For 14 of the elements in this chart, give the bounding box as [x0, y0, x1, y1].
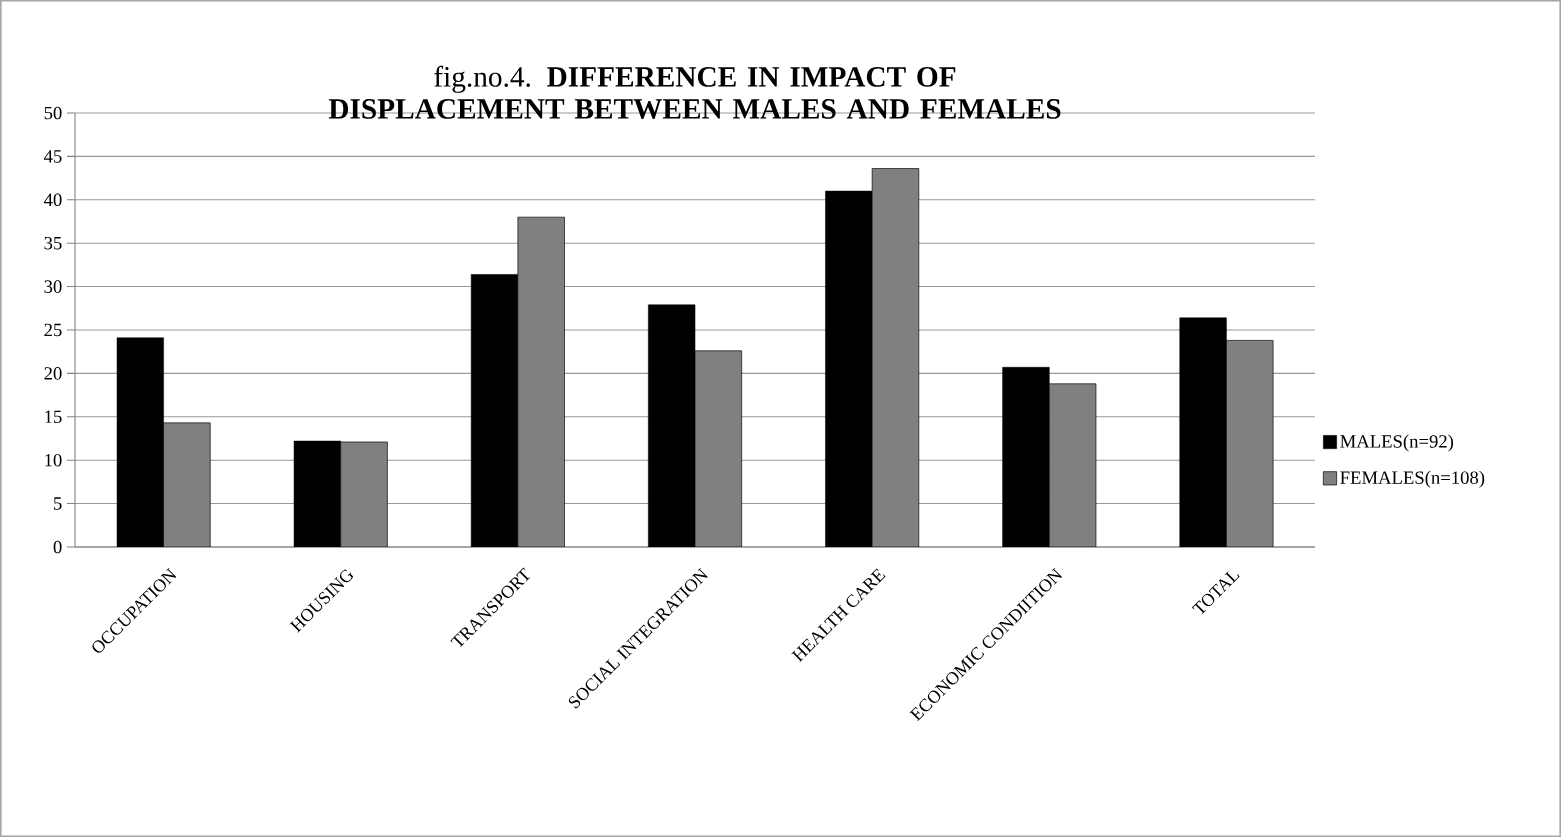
y-tick-label: 0	[53, 540, 62, 554]
y-tick-label: 25	[44, 323, 62, 337]
y-tick-label: 15	[45, 410, 62, 424]
legend-label: MALES(n=92)	[1340, 434, 1454, 452]
y-tick-label: 10	[45, 453, 62, 467]
chart-title: fig.no.4. DIFFERENCE IN IMPACT OF DISPLACEMENT BETWEEN MALES AND FEMALES	[328, 65, 1061, 119]
y-tick-label: 20	[44, 367, 62, 380]
legend-label: FEMALES(n=108)	[1340, 470, 1485, 488]
y-tick-label: 35	[44, 236, 62, 250]
y-tick-label: 40	[43, 193, 62, 207]
y-tick-label: 5	[54, 497, 62, 510]
y-tick-label: 50	[44, 106, 62, 120]
y-tick-label: 45	[43, 150, 62, 163]
y-tick-label: 30	[44, 280, 62, 293]
